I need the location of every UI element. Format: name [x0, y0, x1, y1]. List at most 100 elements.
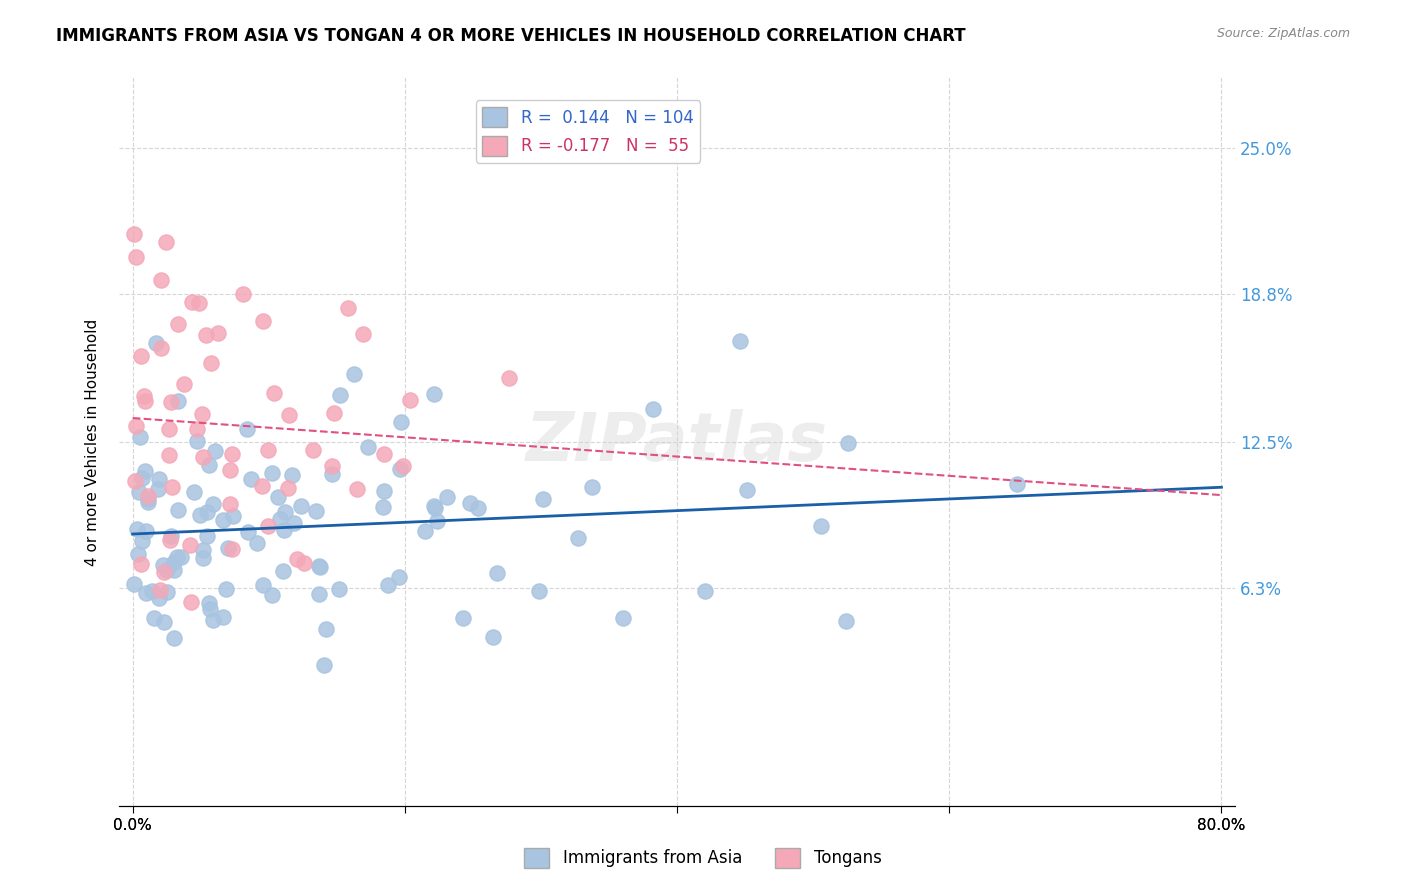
Point: [155, 235, 177, 249]
Point: [181, 295, 204, 310]
Point: [1007, 477, 1029, 491]
Text: 80.0%: 80.0%: [1198, 818, 1246, 833]
Point: [136, 489, 159, 503]
Point: [160, 529, 183, 543]
Point: [392, 459, 415, 474]
Point: [135, 586, 157, 600]
Point: [308, 587, 330, 601]
Point: [236, 524, 259, 539]
Point: [267, 490, 290, 504]
Point: [162, 480, 184, 494]
Point: [271, 564, 294, 578]
Point: [328, 582, 350, 597]
Point: [167, 317, 190, 331]
Point: [207, 326, 229, 340]
Text: IMMIGRANTS FROM ASIA VS TONGAN 4 OR MORE VEHICLES IN HOUSEHOLD CORRELATION CHART: IMMIGRANTS FROM ASIA VS TONGAN 4 OR MORE…: [56, 27, 966, 45]
Point: [197, 458, 219, 473]
Point: [837, 436, 859, 450]
Point: [128, 484, 150, 499]
Point: [260, 466, 283, 480]
Point: [252, 577, 274, 591]
Point: [183, 485, 205, 500]
Point: [735, 483, 758, 497]
Point: [315, 622, 337, 636]
Point: [163, 631, 186, 645]
Point: [246, 536, 269, 550]
Point: [145, 336, 167, 351]
Point: [167, 503, 190, 517]
Point: [152, 565, 174, 579]
Point: [357, 440, 380, 454]
Point: [201, 613, 224, 627]
Point: [377, 577, 399, 591]
Point: [170, 550, 193, 565]
Point: [222, 509, 245, 524]
Point: [281, 468, 304, 483]
Point: [125, 250, 148, 264]
Point: [195, 506, 218, 520]
Point: [436, 490, 458, 504]
Point: [273, 523, 295, 537]
Point: [173, 376, 195, 391]
Point: [188, 508, 211, 523]
Point: [336, 301, 359, 315]
Point: [221, 542, 243, 557]
Point: [262, 588, 284, 602]
Text: Source: ZipAtlas.com: Source: ZipAtlas.com: [1216, 27, 1350, 40]
Point: [388, 570, 411, 584]
Point: [186, 434, 208, 449]
Point: [482, 630, 505, 644]
Legend: R =  0.144   N = 104, R = -0.177   N =  55: R = 0.144 N = 104, R = -0.177 N = 55: [475, 101, 700, 162]
Point: [399, 393, 422, 408]
Point: [343, 367, 366, 381]
Point: [179, 538, 201, 552]
Point: [423, 500, 446, 515]
Text: 80.0%: 80.0%: [1198, 818, 1246, 833]
Point: [453, 610, 475, 624]
Point: [127, 548, 149, 562]
Point: [486, 566, 509, 580]
Point: [188, 295, 211, 310]
Legend: Immigrants from Asia, Tongans: Immigrants from Asia, Tongans: [517, 841, 889, 875]
Point: [312, 657, 335, 672]
Point: [305, 504, 328, 518]
Point: [283, 516, 305, 531]
Point: [195, 529, 218, 543]
Point: [122, 577, 145, 591]
Point: [138, 491, 160, 506]
Point: [200, 356, 222, 370]
Point: [273, 505, 295, 519]
Point: [240, 472, 263, 486]
Point: [157, 448, 180, 462]
Text: ZIPatlas: ZIPatlas: [526, 409, 828, 475]
Point: [292, 556, 315, 570]
Point: [567, 531, 589, 545]
Point: [373, 483, 395, 498]
Point: [458, 496, 481, 510]
Point: [373, 500, 395, 514]
Point: [129, 557, 152, 571]
Point: [321, 459, 343, 474]
Point: [201, 497, 224, 511]
Point: [148, 591, 170, 605]
Point: [221, 447, 243, 461]
Point: [287, 552, 309, 566]
Point: [217, 541, 239, 555]
Point: [124, 474, 146, 488]
Point: [186, 421, 208, 435]
Point: [346, 482, 368, 496]
Point: [134, 464, 156, 478]
Point: [215, 582, 238, 597]
Point: [141, 583, 163, 598]
Point: [132, 388, 155, 402]
Point: [191, 543, 214, 558]
Point: [278, 409, 301, 423]
Point: [263, 386, 285, 401]
Point: [388, 461, 411, 475]
Point: [329, 388, 352, 402]
Point: [467, 500, 489, 515]
Point: [204, 444, 226, 458]
Point: [131, 471, 153, 485]
Point: [167, 394, 190, 409]
Point: [322, 406, 344, 420]
